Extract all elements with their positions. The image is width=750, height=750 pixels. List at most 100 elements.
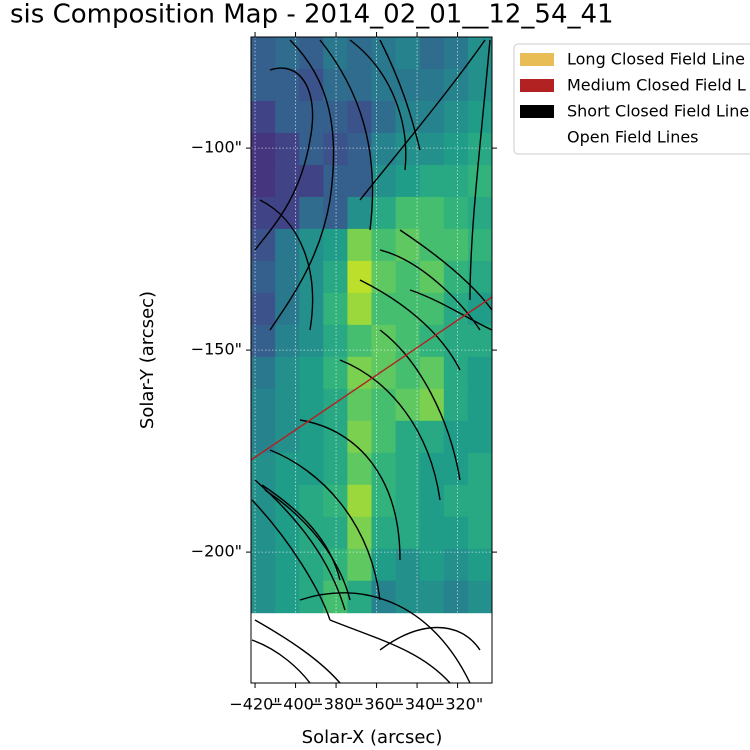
heatmap-cell [275, 388, 300, 422]
chart-title: sis Composition Map - 2014_02_01__12_54_… [10, 0, 614, 30]
heatmap-cell [299, 484, 324, 518]
heatmap-cell [419, 164, 445, 198]
medium-field-line [250, 296, 493, 461]
heatmap-cell [275, 324, 300, 358]
y-tick-label: −200" [191, 542, 242, 561]
x-tick-label: −380" [310, 695, 361, 714]
heatmap-cell [275, 260, 300, 294]
heatmap-cell [419, 516, 445, 550]
heatmap-cell [323, 516, 348, 550]
heatmap-cell [299, 196, 324, 230]
x-axis-label: Solar-X (arcsec) [302, 727, 443, 748]
field-line [259, 199, 314, 331]
heatmap-cell [323, 37, 348, 70]
heatmap-cell [467, 516, 493, 550]
heatmap-cell [323, 164, 348, 198]
heatmap-cell [419, 292, 445, 326]
field-line [299, 419, 401, 561]
heatmap-cell [395, 324, 421, 358]
field-line [379, 39, 421, 151]
grid [251, 37, 492, 683]
field-line [409, 289, 493, 331]
heatmap-cell [419, 484, 445, 518]
heatmap-cell [395, 420, 421, 454]
heatmap-cell [395, 132, 421, 166]
heatmap-cell [371, 100, 397, 134]
heatmap-cell [443, 37, 469, 70]
field-lines [250, 39, 493, 684]
heatmap-cell [323, 388, 348, 422]
heatmap [251, 37, 493, 614]
field-line [251, 499, 331, 621]
heatmap-cell [347, 132, 372, 166]
heatmap-cell [443, 516, 469, 550]
heatmap-cell [251, 548, 276, 582]
heatmap-cell [347, 580, 372, 614]
heatmap-cell [299, 420, 324, 454]
heatmap-cell [347, 196, 372, 230]
heatmap-cell [371, 292, 397, 326]
heatmap-cell [347, 100, 372, 134]
heatmap-cell [275, 100, 300, 134]
heatmap-cell [371, 484, 397, 518]
heatmap-cell [443, 100, 469, 134]
heatmap-cell [419, 68, 445, 102]
heatmap-cell [443, 164, 469, 198]
heatmap-cell [251, 260, 276, 294]
heatmap-cell [467, 484, 493, 518]
heatmap-cell [467, 420, 493, 454]
heatmap-cell [251, 37, 276, 70]
heatmap-cell [323, 452, 348, 486]
heatmap-cell [395, 164, 421, 198]
field-line [251, 639, 311, 684]
heatmap-cell [371, 420, 397, 454]
heatmap-cell [443, 484, 469, 518]
heatmap-cell [347, 68, 372, 102]
field-line [339, 359, 441, 501]
heatmap-cell [251, 292, 276, 326]
heatmap-cell [347, 164, 372, 198]
field-line [329, 619, 451, 684]
axes: −420"−400"−380"−360"−340"−320" −100" −150"… [191, 32, 497, 714]
heatmap-cell [467, 196, 493, 230]
heatmap-cell [395, 356, 421, 390]
heatmap-cell [371, 228, 397, 262]
heatmap-cell [347, 548, 372, 582]
heatmap-cell [443, 132, 469, 166]
heatmap-cell [395, 452, 421, 486]
heatmap-cell [371, 388, 397, 422]
heatmap-cell [419, 132, 445, 166]
heatmap-cell [299, 388, 324, 422]
heatmap-cell [467, 580, 493, 614]
heatmap-cell [395, 580, 421, 614]
heatmap-cell [467, 388, 493, 422]
heatmap-cell [299, 68, 324, 102]
field-line [269, 39, 335, 331]
heatmap-cell [443, 196, 469, 230]
x-tick-label: −320" [432, 695, 483, 714]
heatmap-cell [347, 324, 372, 358]
heatmap-cell [323, 260, 348, 294]
field-line [469, 39, 491, 301]
legend-box [513, 43, 750, 155]
heatmap-cell [467, 292, 493, 326]
heatmap-cell [347, 356, 372, 390]
heatmap-cell [275, 132, 300, 166]
heatmap-cell [251, 324, 276, 358]
heatmap-cell [395, 37, 421, 70]
x-tick-label: −420" [229, 695, 280, 714]
heatmap-cell [275, 37, 300, 70]
heatmap-cell [275, 420, 300, 454]
heatmap-cell [395, 484, 421, 518]
heatmap-cell [275, 68, 300, 102]
heatmap-cell [443, 548, 469, 582]
heatmap-cell [347, 388, 372, 422]
x-tick-label: −400" [270, 695, 321, 714]
y-axis-label: Solar-Y (arcsec) [137, 291, 158, 429]
legend-label: Short Closed Field Line [567, 102, 749, 121]
heatmap-cell [299, 356, 324, 390]
heatmap-cell [323, 132, 348, 166]
heatmap-cell [347, 420, 372, 454]
heatmap-cell [275, 548, 300, 582]
